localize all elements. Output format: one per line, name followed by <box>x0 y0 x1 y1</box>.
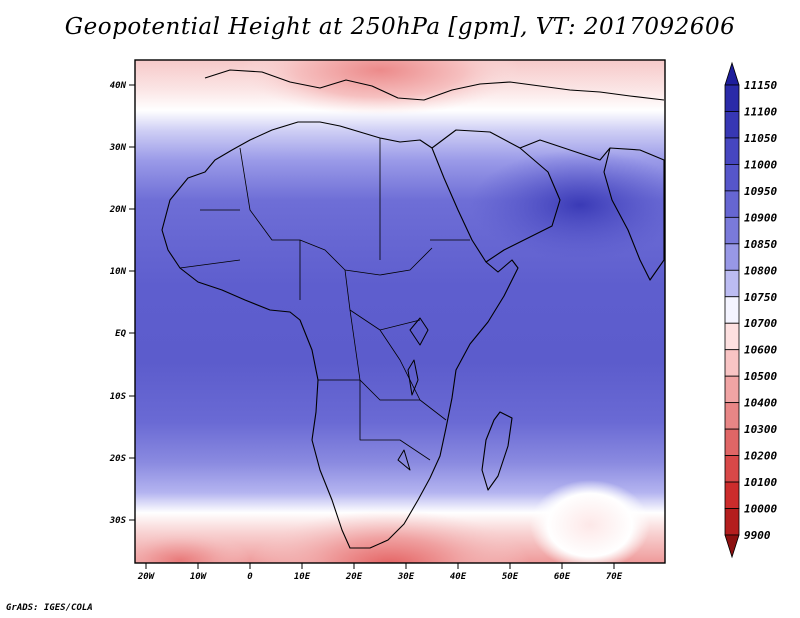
legend-level-label: 10300 <box>744 423 777 436</box>
legend-cell <box>724 455 740 483</box>
arabia-coastline <box>431 129 561 263</box>
color-legend: 11150 11100 11050 11000 10950 10900 10850 10800… <box>724 61 777 559</box>
legend-cell <box>724 216 740 245</box>
legend-arrow-top <box>724 61 740 86</box>
lat-labels: 40N 30N 20N 10N EQ 10S 20S 30S <box>109 81 127 526</box>
madagascar-coastline <box>481 411 513 491</box>
lat-tick-label: 20N <box>109 205 127 215</box>
legend-cell <box>724 322 740 351</box>
lon-tick-label: 0 <box>247 572 253 582</box>
lon-tick-label: 20E <box>345 572 363 582</box>
legend-level-label: 10950 <box>744 185 777 198</box>
lon-tick-label: 10E <box>294 572 311 582</box>
lon-tick-label: 70E <box>606 572 623 582</box>
legend-level-label: 11100 <box>744 105 777 118</box>
legend-level-label: 11000 <box>744 158 777 171</box>
lon-tick-label: 50E <box>502 572 519 582</box>
legend-cell <box>724 508 740 536</box>
lon-tick-label: 30E <box>397 572 415 582</box>
lon-tick-label: 10W <box>190 572 208 582</box>
india-coastline <box>603 147 665 281</box>
legend-level-label: 10900 <box>744 211 777 224</box>
lat-tick-label: 10N <box>110 267 127 277</box>
lon-labels: 20W 10W 0 10E 20E 30E 40E 50E 60E 70E <box>137 572 623 582</box>
legend-cell <box>724 164 740 192</box>
legend-cell <box>724 269 740 298</box>
legend-level-label: 11150 <box>744 79 777 92</box>
legend-level-label: 10200 <box>744 450 777 463</box>
legend-cell <box>724 402 740 430</box>
legend-cell <box>724 243 740 271</box>
africa-coastline <box>161 121 519 549</box>
legend-level-label: 10500 <box>744 370 777 383</box>
lat-tick-label: 20S <box>109 454 127 464</box>
legend-level-label: 11050 <box>744 132 777 145</box>
legend-level-label: 10750 <box>744 291 777 304</box>
lat-tick-label: EQ <box>115 329 126 339</box>
legend-arrow-bottom <box>724 534 740 559</box>
mediterranean-north <box>204 69 665 101</box>
legend-cell <box>724 349 740 377</box>
legend-cell <box>724 481 740 509</box>
plot-frame <box>134 59 666 564</box>
legend-level-label: 9900 <box>744 529 771 542</box>
grads-credit: GrADS: IGES/COLA <box>6 603 93 613</box>
lat-tick-label: 30S <box>109 516 127 526</box>
country-borders <box>179 138 470 461</box>
legend-cell <box>724 111 740 139</box>
lat-tick-label: 30N <box>109 143 127 153</box>
coastlines <box>161 69 665 549</box>
legend-cell <box>724 137 740 165</box>
lon-axis <box>145 563 615 569</box>
legend-level-label: 10600 <box>744 344 777 357</box>
legend-level-label: 10800 <box>744 264 777 277</box>
legend-cell <box>724 296 740 324</box>
legend-cell <box>724 375 740 404</box>
lakes <box>397 317 429 471</box>
persian-coast <box>519 139 611 161</box>
legend-cell <box>724 84 740 112</box>
legend-level-label: 10400 <box>744 397 777 410</box>
legend-level-label: 10850 <box>744 238 777 251</box>
lat-tick-label: 40N <box>110 81 127 91</box>
height-field <box>135 60 665 563</box>
lon-tick-label: 40E <box>450 572 467 582</box>
lat-tick-label: 10S <box>110 392 127 402</box>
lon-tick-label: 20W <box>137 572 156 582</box>
legend-level-label: 10100 <box>744 476 777 489</box>
legend-cell <box>724 190 740 218</box>
lon-tick-label: 60E <box>554 572 571 582</box>
legend-level-label: 10000 <box>744 503 777 516</box>
legend-cell <box>724 428 740 456</box>
legend-level-label: 10700 <box>744 317 777 330</box>
lat-axis <box>129 84 135 521</box>
map-title: Geopotential Height at 250hPa [gpm], VT:… <box>64 14 736 40</box>
